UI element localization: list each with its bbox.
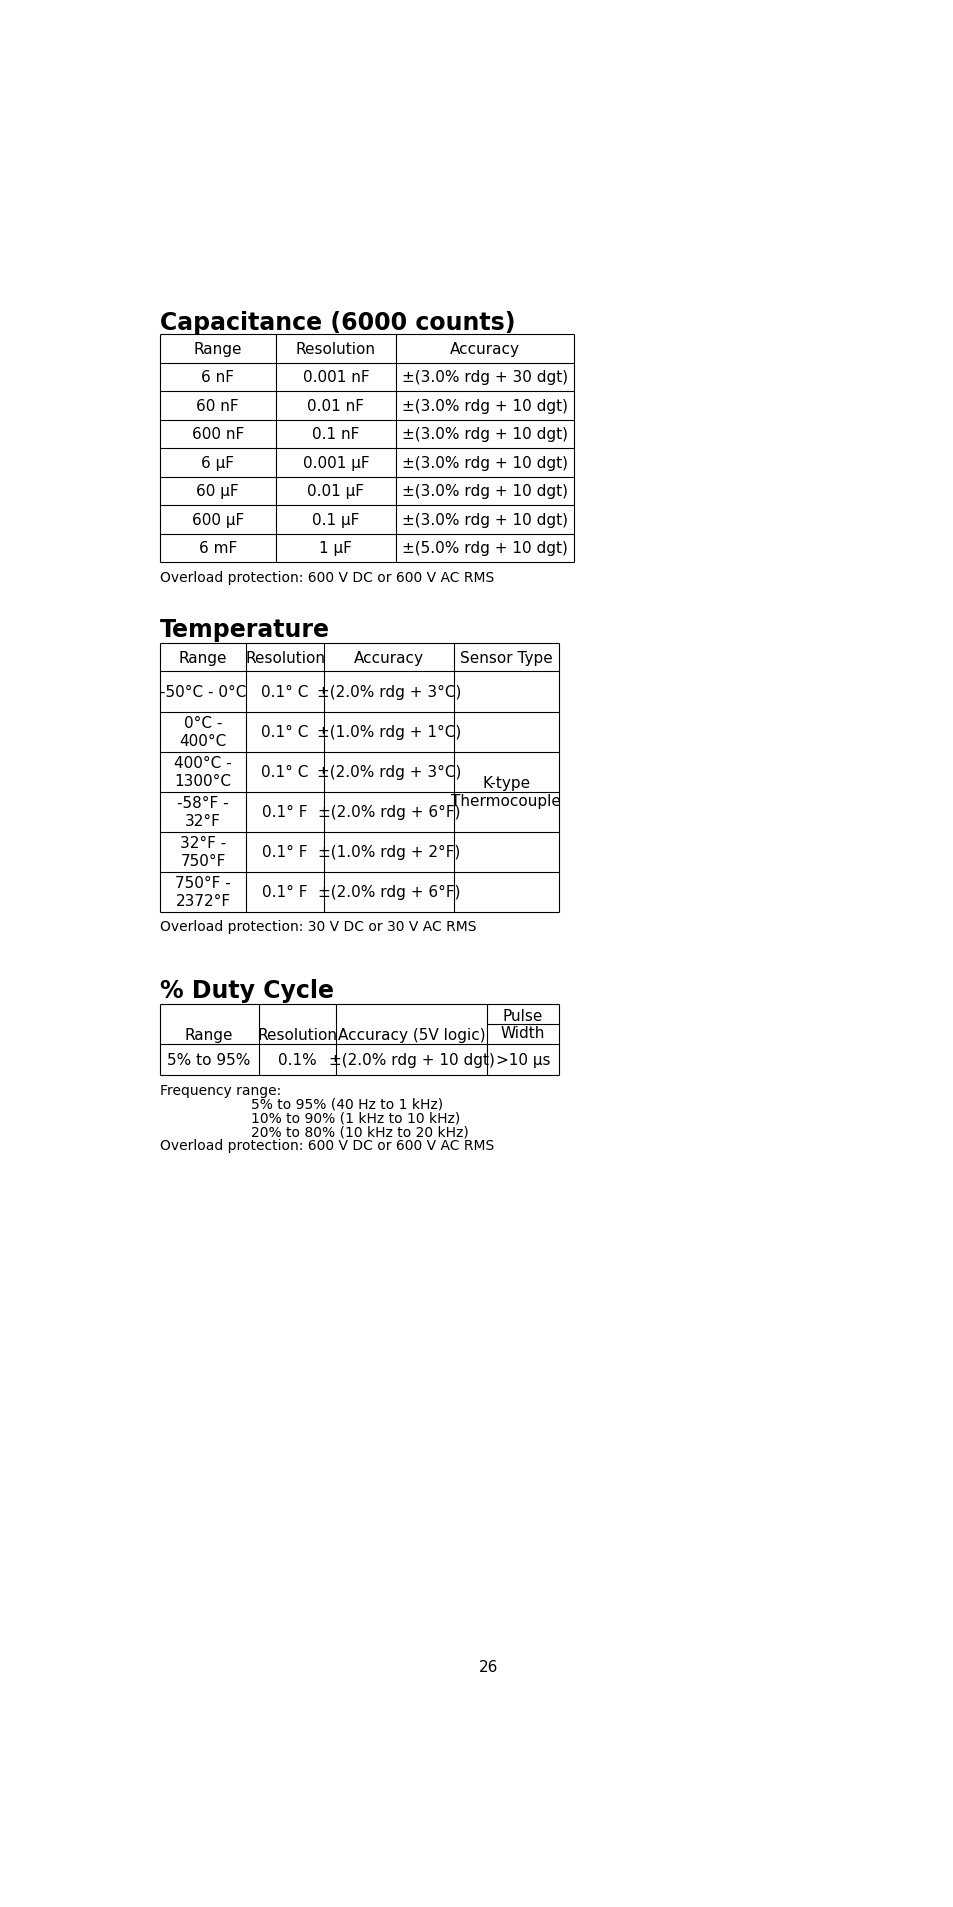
Text: 6 nF: 6 nF — [201, 370, 233, 385]
Text: 0.1° C: 0.1° C — [261, 765, 309, 780]
Text: Resolution: Resolution — [257, 1028, 337, 1041]
Text: Accuracy: Accuracy — [354, 650, 423, 666]
Text: ±(1.0% rdg + 2°F): ±(1.0% rdg + 2°F) — [317, 845, 459, 860]
Text: ±(2.0% rdg + 10 dgt): ±(2.0% rdg + 10 dgt) — [329, 1053, 495, 1068]
Text: ±(2.0% rdg + 6°F): ±(2.0% rdg + 6°F) — [317, 885, 459, 900]
Text: 0°C -
400°C: 0°C - 400°C — [179, 715, 227, 748]
Text: 600 nF: 600 nF — [192, 427, 244, 442]
Text: % Duty Cycle: % Duty Cycle — [159, 978, 334, 1003]
Text: 10% to 90% (1 kHz to 10 kHz): 10% to 90% (1 kHz to 10 kHz) — [251, 1110, 459, 1125]
Text: 0.1° F: 0.1° F — [262, 845, 308, 860]
Text: 0.01 μF: 0.01 μF — [307, 484, 364, 500]
Text: Range: Range — [185, 1028, 233, 1041]
Text: 0.1° F: 0.1° F — [262, 885, 308, 900]
Text: 0.1° F: 0.1° F — [262, 805, 308, 820]
Text: 60 nF: 60 nF — [196, 399, 239, 414]
Text: Overload protection: 600 V DC or 600 V AC RMS: Overload protection: 600 V DC or 600 V A… — [159, 1138, 494, 1152]
Text: 400°C -
1300°C: 400°C - 1300°C — [174, 755, 232, 788]
Text: 0.1° C: 0.1° C — [261, 725, 309, 740]
Text: 0.001 nF: 0.001 nF — [302, 370, 369, 385]
Text: 0.1 nF: 0.1 nF — [312, 427, 359, 442]
Text: 750°F -
2372°F: 750°F - 2372°F — [175, 875, 231, 908]
Text: Overload protection: 30 V DC or 30 V AC RMS: Overload protection: 30 V DC or 30 V AC … — [159, 919, 476, 934]
Text: ±(3.0% rdg + 30 dgt): ±(3.0% rdg + 30 dgt) — [401, 370, 568, 385]
Text: ±(2.0% rdg + 6°F): ±(2.0% rdg + 6°F) — [317, 805, 459, 820]
Text: 60 μF: 60 μF — [196, 484, 239, 500]
Text: ±(3.0% rdg + 10 dgt): ±(3.0% rdg + 10 dgt) — [401, 513, 567, 528]
Text: ±(2.0% rdg + 3°C): ±(2.0% rdg + 3°C) — [316, 685, 460, 700]
Text: Temperature: Temperature — [159, 618, 329, 641]
Text: 26: 26 — [478, 1659, 498, 1674]
Text: Resolution: Resolution — [295, 341, 375, 357]
Text: 0.1%: 0.1% — [278, 1053, 316, 1068]
Text: 0.1° C: 0.1° C — [261, 685, 309, 700]
Text: Range: Range — [178, 650, 227, 666]
Text: Capacitance (6000 counts): Capacitance (6000 counts) — [159, 311, 515, 334]
Text: Accuracy (5V logic): Accuracy (5V logic) — [337, 1028, 485, 1041]
Text: Overload protection: 600 V DC or 600 V AC RMS: Overload protection: 600 V DC or 600 V A… — [159, 570, 494, 585]
Text: Accuracy: Accuracy — [450, 341, 519, 357]
Text: -50°C - 0°C: -50°C - 0°C — [159, 685, 246, 700]
Text: Frequency range:: Frequency range: — [159, 1083, 280, 1097]
Text: Resolution: Resolution — [245, 650, 325, 666]
Text: 5% to 95% (40 Hz to 1 kHz): 5% to 95% (40 Hz to 1 kHz) — [251, 1097, 442, 1112]
Text: 0.1 μF: 0.1 μF — [312, 513, 359, 528]
Text: 6 μF: 6 μF — [201, 456, 233, 471]
Text: ±(2.0% rdg + 3°C): ±(2.0% rdg + 3°C) — [316, 765, 460, 780]
Text: >10 μs: >10 μs — [496, 1053, 550, 1068]
Text: 6 mF: 6 mF — [198, 542, 236, 557]
Text: ±(3.0% rdg + 10 dgt): ±(3.0% rdg + 10 dgt) — [401, 427, 567, 442]
Text: ±(3.0% rdg + 10 dgt): ±(3.0% rdg + 10 dgt) — [401, 456, 567, 471]
Text: 5% to 95%: 5% to 95% — [168, 1053, 251, 1068]
Text: K-type
Thermocouple: K-type Thermocouple — [451, 776, 560, 809]
Text: Sensor Type: Sensor Type — [459, 650, 552, 666]
Text: -58°F -
32°F: -58°F - 32°F — [177, 795, 229, 828]
Text: ±(3.0% rdg + 10 dgt): ±(3.0% rdg + 10 dgt) — [401, 484, 567, 500]
Text: Pulse
Width: Pulse Width — [500, 1009, 545, 1041]
Text: 0.01 nF: 0.01 nF — [307, 399, 364, 414]
Text: 600 μF: 600 μF — [192, 513, 244, 528]
Text: 1 μF: 1 μF — [319, 542, 352, 557]
Text: 20% to 80% (10 kHz to 20 kHz): 20% to 80% (10 kHz to 20 kHz) — [251, 1125, 468, 1138]
Text: 32°F -
750°F: 32°F - 750°F — [179, 835, 226, 868]
Text: 0.001 μF: 0.001 μF — [302, 456, 369, 471]
Text: ±(3.0% rdg + 10 dgt): ±(3.0% rdg + 10 dgt) — [401, 399, 567, 414]
Text: ±(5.0% rdg + 10 dgt): ±(5.0% rdg + 10 dgt) — [402, 542, 567, 557]
Text: ±(1.0% rdg + 1°C): ±(1.0% rdg + 1°C) — [316, 725, 460, 740]
Text: Range: Range — [193, 341, 242, 357]
